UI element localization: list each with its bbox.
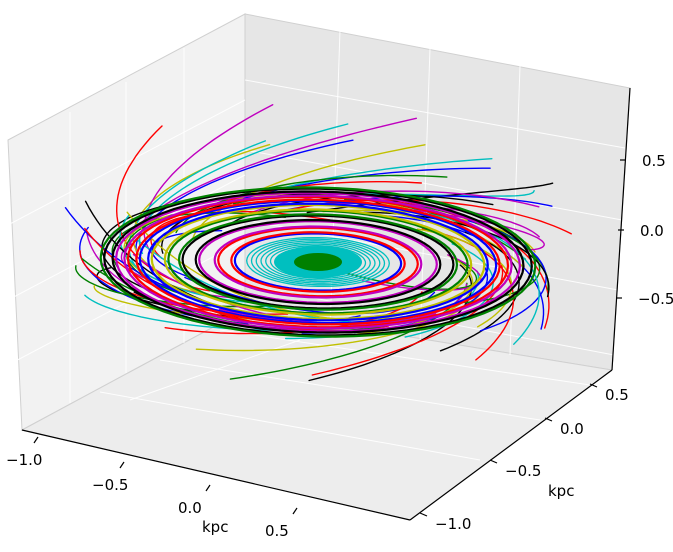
trajectory-line bbox=[416, 228, 513, 328]
orbit-ring bbox=[114, 191, 522, 333]
orbit-ring bbox=[233, 232, 403, 292]
y-tick-label: −1.0 bbox=[435, 515, 471, 533]
x-tick-mark bbox=[33, 436, 39, 444]
inner-disk-ring bbox=[250, 238, 386, 286]
orbit-ring bbox=[181, 214, 455, 310]
z-axis-line bbox=[611, 87, 631, 371]
z-tick-label: 0.5 bbox=[642, 152, 666, 170]
x-tick-label: −1.0 bbox=[6, 451, 42, 469]
x-tick-mark bbox=[292, 507, 298, 515]
trajectory-line bbox=[464, 222, 541, 304]
y-tick-mark bbox=[589, 383, 598, 388]
grid-line bbox=[219, 329, 591, 386]
grid-line bbox=[99, 391, 481, 461]
x-axis-line bbox=[21, 429, 411, 521]
grid-line bbox=[159, 359, 541, 421]
orbit-ring bbox=[194, 218, 442, 306]
y-tick-mark bbox=[489, 459, 498, 464]
orbit-ring bbox=[150, 203, 486, 321]
y-tick-label: −0.5 bbox=[505, 462, 541, 480]
y-tick-label: 0.0 bbox=[560, 420, 584, 438]
x-axis-label: kpc bbox=[202, 518, 228, 536]
y-tick-mark bbox=[419, 512, 428, 517]
orbit-disk bbox=[99, 186, 537, 338]
orbit-ring bbox=[230, 231, 406, 293]
axes bbox=[21, 87, 631, 521]
x-tick-mark bbox=[205, 484, 211, 492]
trajectory-line bbox=[74, 265, 279, 308]
x-tick-label: −0.5 bbox=[92, 476, 128, 494]
x-tick-label: 0.0 bbox=[178, 499, 202, 517]
orbit-ring bbox=[99, 186, 537, 338]
orbit-ring bbox=[103, 187, 533, 337]
orbit-ring bbox=[138, 199, 498, 325]
orbit-ring bbox=[147, 202, 489, 322]
grid-line bbox=[244, 149, 623, 221]
inner-disk-ring bbox=[265, 243, 371, 281]
x-tick-label: 0.5 bbox=[265, 522, 289, 540]
y-axis-label: kpc bbox=[548, 482, 574, 500]
grid-line bbox=[509, 65, 521, 356]
orbit-ring bbox=[213, 225, 423, 299]
inner-disk-ring bbox=[260, 241, 376, 283]
grid-line bbox=[7, 99, 246, 226]
inner-disk-ring bbox=[255, 240, 381, 284]
orbit-ring bbox=[126, 195, 510, 329]
orbit-ring bbox=[198, 220, 438, 304]
grid-line bbox=[244, 79, 626, 149]
trajectory-line bbox=[317, 190, 535, 197]
z-tick-label: 0.0 bbox=[640, 222, 664, 240]
orbit-ring bbox=[135, 198, 501, 326]
orbit-ring bbox=[123, 194, 513, 330]
inner-disk-ring bbox=[246, 236, 390, 288]
core bbox=[294, 253, 342, 271]
orbit-ring bbox=[217, 226, 419, 298]
y-axis-line bbox=[409, 369, 613, 521]
orbit-ring bbox=[111, 190, 525, 334]
orbit-ring bbox=[177, 213, 459, 311]
y-tick-mark bbox=[544, 417, 553, 422]
orbit-ring bbox=[167, 209, 469, 315]
y-tick-label: 0.5 bbox=[605, 386, 629, 404]
z-tick-label: −0.5 bbox=[638, 290, 673, 308]
inner-disk-ring bbox=[269, 245, 367, 279]
tick-labels: −1.0 −0.5 0.0 0.5 −1.0 −0.5 0.0 0.5 −0.5 0.0 0.5 bbox=[6, 152, 673, 540]
orbit-ring bbox=[163, 208, 473, 316]
x-tick-mark bbox=[119, 461, 125, 469]
